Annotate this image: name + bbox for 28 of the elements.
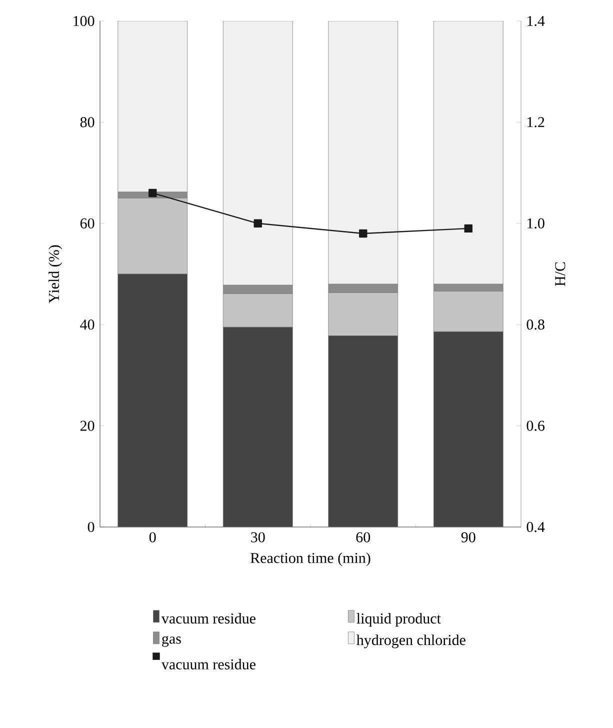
y-tick-label: 40 [80,320,94,330]
y-tick-label: 20 [80,420,94,431]
y2-tick-label: 1.4 [528,16,545,26]
point [148,188,157,198]
point [254,219,262,228]
x-tick-label: 60 [356,532,370,542]
legend-label: vacuum residue [161,613,256,624]
y2-tick-label: 0.6 [526,420,545,431]
legend-label: hydrogen chloride [356,634,466,648]
y-tick-label: 80 [80,117,94,128]
y-tick-label: 0 [88,522,94,532]
y2-tick-label: 1.0 [528,218,544,228]
x-tick-label: 30 [251,532,265,542]
y2-tick-label: 0.8 [526,320,544,330]
x-tick-label: 90 [461,532,476,542]
y-tick-label: 100 [74,16,94,26]
x-axis-title: Reaction time (min) [250,552,370,566]
point [464,224,472,233]
point [359,229,368,238]
y2-tick-label: 0.4 [526,522,545,532]
y-tick-label: 60 [80,218,94,228]
y2-tick-label: 1.2 [528,117,544,128]
x-tick-label: 0 [149,532,156,542]
legend-label: liquid product [356,613,441,627]
y2-axis-title: H/C [555,262,566,286]
legend-label: vacuum residue [161,658,256,670]
legend-label: gas [162,636,181,647]
y-axis-title: Yield (%) [48,245,62,304]
